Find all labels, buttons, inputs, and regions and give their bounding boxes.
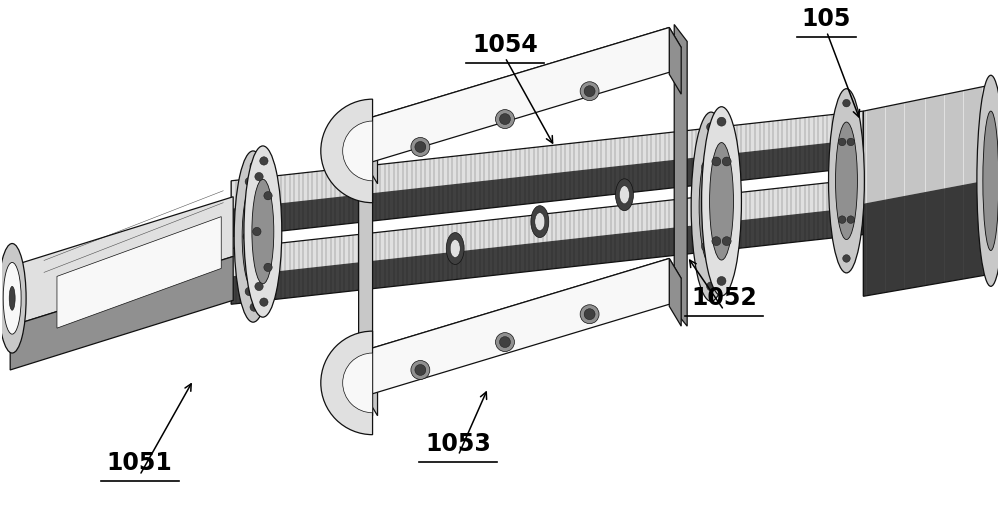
Polygon shape — [57, 217, 221, 328]
Circle shape — [712, 157, 721, 166]
Circle shape — [847, 216, 855, 223]
Ellipse shape — [234, 151, 272, 322]
Ellipse shape — [242, 184, 264, 289]
Wedge shape — [321, 99, 373, 203]
Circle shape — [712, 237, 721, 246]
Ellipse shape — [702, 107, 741, 296]
Polygon shape — [366, 27, 681, 139]
Ellipse shape — [983, 111, 999, 251]
Circle shape — [255, 282, 263, 291]
Circle shape — [584, 309, 595, 320]
Ellipse shape — [9, 286, 15, 310]
Circle shape — [847, 138, 855, 146]
Circle shape — [245, 287, 253, 296]
Circle shape — [580, 305, 599, 324]
Polygon shape — [366, 119, 378, 184]
Polygon shape — [231, 207, 863, 304]
Text: 1051: 1051 — [107, 452, 172, 476]
Circle shape — [717, 117, 726, 126]
Polygon shape — [10, 197, 233, 326]
Circle shape — [496, 110, 514, 128]
Circle shape — [411, 137, 430, 156]
Circle shape — [843, 255, 850, 262]
Wedge shape — [343, 121, 373, 181]
Circle shape — [264, 192, 272, 200]
Circle shape — [701, 242, 710, 251]
Ellipse shape — [836, 122, 857, 239]
Text: 105: 105 — [802, 7, 851, 32]
Circle shape — [701, 162, 710, 171]
Polygon shape — [669, 27, 681, 94]
Circle shape — [722, 237, 731, 246]
Polygon shape — [863, 85, 990, 204]
Polygon shape — [366, 258, 669, 396]
Ellipse shape — [535, 213, 545, 231]
Ellipse shape — [619, 186, 629, 204]
Polygon shape — [359, 114, 373, 416]
Circle shape — [253, 227, 261, 236]
Circle shape — [838, 138, 846, 146]
Circle shape — [415, 365, 426, 376]
Circle shape — [580, 82, 599, 100]
Circle shape — [843, 99, 850, 107]
Circle shape — [838, 216, 846, 223]
Polygon shape — [669, 258, 681, 326]
Circle shape — [707, 123, 716, 132]
Text: 1052: 1052 — [691, 286, 757, 310]
Polygon shape — [674, 24, 687, 326]
Circle shape — [707, 282, 716, 291]
Circle shape — [245, 178, 253, 186]
Ellipse shape — [0, 243, 26, 353]
Circle shape — [722, 157, 731, 166]
Circle shape — [717, 277, 726, 285]
Circle shape — [243, 233, 251, 241]
Ellipse shape — [446, 233, 464, 264]
Circle shape — [411, 361, 430, 379]
Ellipse shape — [3, 263, 21, 334]
Wedge shape — [321, 331, 373, 435]
Circle shape — [254, 268, 262, 277]
Polygon shape — [366, 27, 669, 164]
Circle shape — [250, 162, 258, 170]
Circle shape — [254, 196, 262, 205]
Circle shape — [250, 303, 258, 311]
Wedge shape — [343, 353, 373, 413]
Polygon shape — [231, 179, 863, 277]
Ellipse shape — [699, 148, 723, 265]
Ellipse shape — [531, 206, 549, 238]
Circle shape — [260, 298, 268, 306]
Ellipse shape — [615, 179, 633, 211]
Polygon shape — [10, 256, 233, 370]
Circle shape — [496, 333, 514, 352]
Ellipse shape — [252, 179, 274, 284]
Circle shape — [260, 157, 268, 165]
Ellipse shape — [977, 75, 1000, 286]
Circle shape — [415, 141, 426, 152]
Circle shape — [500, 337, 510, 348]
Ellipse shape — [450, 239, 460, 257]
Ellipse shape — [829, 89, 864, 273]
Circle shape — [584, 85, 595, 97]
Circle shape — [255, 172, 263, 181]
Ellipse shape — [710, 142, 733, 260]
Ellipse shape — [244, 146, 282, 317]
Polygon shape — [231, 139, 863, 237]
Ellipse shape — [691, 112, 731, 301]
Polygon shape — [366, 350, 378, 416]
Circle shape — [500, 113, 510, 124]
Circle shape — [712, 162, 721, 171]
Polygon shape — [863, 180, 990, 296]
Polygon shape — [366, 258, 681, 370]
Circle shape — [264, 263, 272, 271]
Polygon shape — [231, 111, 863, 209]
Text: 1054: 1054 — [472, 33, 538, 57]
Circle shape — [712, 242, 721, 251]
Text: 1053: 1053 — [425, 431, 491, 455]
